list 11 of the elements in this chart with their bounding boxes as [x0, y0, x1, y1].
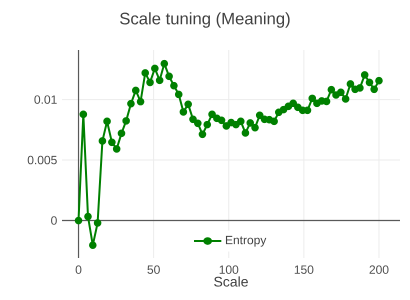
x-tick-label: 50 [147, 265, 160, 274]
x-tick-label: 100 [220, 265, 238, 274]
x-tick-label: 150 [294, 265, 314, 274]
y-tick-label: 0.005 [28, 156, 57, 164]
x-axis-title: Scale [214, 276, 248, 287]
y-tick-label: 0 [51, 216, 57, 225]
x-tick-label: 200 [370, 265, 389, 274]
y-tick-label: 0.01 [34, 95, 57, 104]
legend-label: Entropy [226, 236, 266, 247]
x-tick-label: 0 [76, 265, 82, 274]
chart-title: Scale tuning (Meaning) [120, 12, 290, 28]
